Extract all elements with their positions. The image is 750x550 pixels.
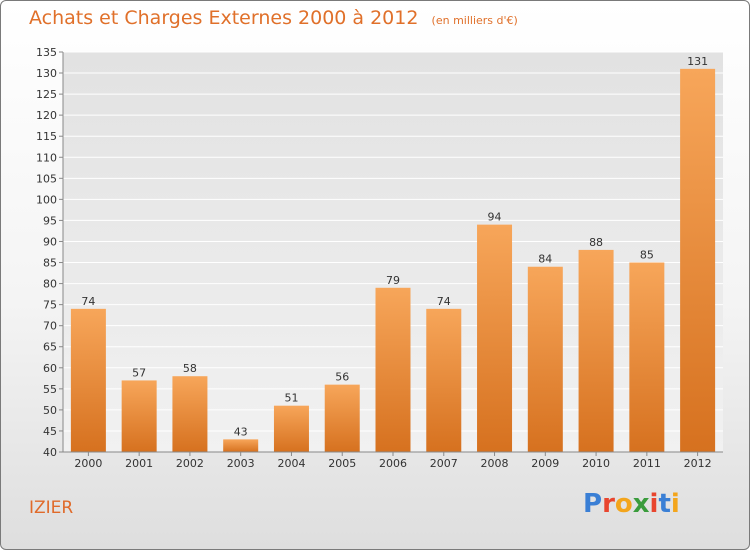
- x-tick-label-2002: 2002: [176, 457, 204, 470]
- brand-logo[interactable]: Proxiti: [583, 489, 680, 519]
- y-tick-label: 135: [36, 46, 57, 59]
- x-tick-label-2003: 2003: [227, 457, 255, 470]
- brand-letter: r: [602, 489, 615, 519]
- x-tick-label-2009: 2009: [531, 457, 559, 470]
- y-tick-label: 70: [43, 320, 57, 333]
- y-tick-label: 80: [43, 278, 57, 291]
- data-label-2002: 58: [183, 362, 197, 375]
- brand-letter: P: [583, 489, 603, 519]
- data-label-2012: 131: [687, 55, 708, 68]
- commune-name: IZIER: [29, 498, 74, 518]
- x-tick-label-2011: 2011: [633, 457, 661, 470]
- data-label-2010: 88: [589, 236, 603, 249]
- brand-letter: i: [649, 489, 659, 519]
- x-tick-label-2004: 2004: [277, 457, 305, 470]
- bar-2006: [375, 287, 411, 452]
- data-label-2008: 94: [488, 211, 502, 224]
- data-label-2011: 85: [640, 249, 654, 262]
- axes: [62, 52, 723, 453]
- y-tick-label: 130: [36, 67, 57, 80]
- bar-2011: [629, 262, 665, 452]
- x-tick-label-2010: 2010: [582, 457, 610, 470]
- y-tick-label: 115: [36, 130, 57, 143]
- y-tick-label: 105: [36, 172, 57, 185]
- bar-2001: [121, 380, 157, 452]
- chart-title-text: Achats et Charges Externes 2000 à 2012: [29, 7, 419, 29]
- bar-2004: [273, 405, 309, 452]
- x-axis-ticks: 2000 2001 2002 2003 2004 2005 2006 2007 2008 2009…: [74, 452, 712, 470]
- data-label-2004: 51: [284, 392, 298, 405]
- y-tick-label: 125: [36, 88, 57, 101]
- y-tick-label: 110: [36, 151, 57, 164]
- x-tick-label-2007: 2007: [430, 457, 458, 470]
- x-tick-label-2005: 2005: [328, 457, 356, 470]
- bar-2005: [324, 384, 360, 452]
- bar-2010: [578, 249, 614, 452]
- y-tick-label: 40: [43, 446, 57, 459]
- y-tick-label: 50: [43, 404, 57, 417]
- bar-2009: [527, 266, 563, 452]
- x-tick-label-2012: 2012: [684, 457, 712, 470]
- y-tick-label: 45: [43, 425, 57, 438]
- bar-2002: [172, 376, 208, 452]
- y-axis-ticks: 40 45 50 55 60 65 70 75 80 85 90 95 100 105 110 115 120 1…: [36, 46, 63, 459]
- y-tick-label: 85: [43, 257, 57, 270]
- bar-2008: [477, 224, 513, 452]
- data-label-2000: 74: [81, 295, 95, 308]
- y-tick-label: 90: [43, 235, 57, 248]
- brand-letter: t: [658, 489, 671, 519]
- chart-unit-note: (en milliers d'€): [431, 14, 518, 27]
- y-tick-label: 75: [43, 299, 57, 312]
- data-label-2007: 74: [437, 295, 451, 308]
- chart-title: Achats et Charges Externes 2000 à 2012 (…: [29, 7, 518, 29]
- bars: [70, 68, 716, 452]
- y-tick-label: 95: [43, 214, 57, 227]
- x-tick-label-2008: 2008: [481, 457, 509, 470]
- data-label-2009: 84: [538, 253, 552, 266]
- brand-letter: x: [632, 489, 650, 519]
- y-tick-label: 60: [43, 362, 57, 375]
- bar-2000: [70, 308, 106, 452]
- data-label-2006: 79: [386, 274, 400, 287]
- data-label-2003: 43: [234, 425, 248, 438]
- y-tick-label: 100: [36, 193, 57, 206]
- brand-letter: o: [614, 489, 633, 519]
- x-tick-label-2001: 2001: [125, 457, 153, 470]
- bar-2007: [426, 308, 462, 452]
- brand-letter: i: [670, 489, 680, 519]
- x-tick-label-2006: 2006: [379, 457, 407, 470]
- bar-2012: [680, 68, 716, 452]
- data-labels: 74 57 58 43 51 56 79 74 94 84 88 85 131: [81, 55, 708, 439]
- data-label-2001: 57: [132, 366, 146, 379]
- data-label-2005: 56: [335, 371, 349, 384]
- y-tick-label: 55: [43, 383, 57, 396]
- bar-2003: [223, 439, 259, 452]
- y-tick-label: 120: [36, 109, 57, 122]
- x-tick-label-2000: 2000: [74, 457, 102, 470]
- y-tick-label: 65: [43, 341, 57, 354]
